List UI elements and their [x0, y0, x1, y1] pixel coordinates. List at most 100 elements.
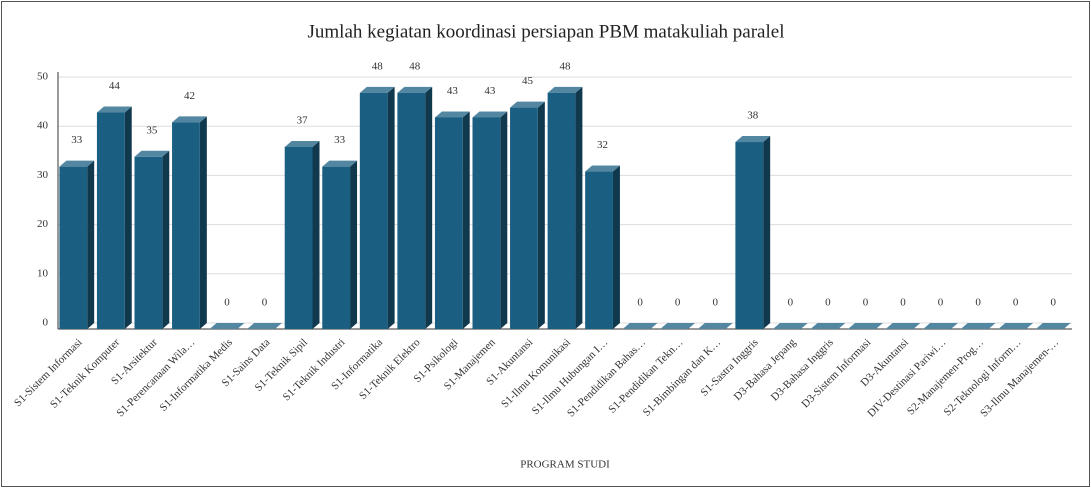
bar-side [537, 101, 545, 329]
bar-side [612, 165, 620, 329]
bar-side [350, 160, 358, 329]
value-label: 38 [747, 110, 759, 122]
bar-front [284, 146, 313, 329]
bar-top [172, 116, 207, 123]
bar [322, 160, 358, 329]
value-label: 0 [712, 297, 718, 309]
y-tick-label: 0 [43, 317, 49, 329]
bar-top [434, 111, 470, 118]
bar-top [472, 111, 508, 118]
value-label: 43 [447, 85, 459, 97]
bar-side [312, 140, 320, 329]
value-label: 0 [1050, 297, 1056, 309]
value-label: 0 [938, 297, 944, 309]
bar-top [59, 160, 95, 167]
value-label: 43 [484, 85, 496, 97]
value-label: 0 [1013, 297, 1019, 309]
bar-top [209, 323, 245, 329]
bar [284, 140, 320, 329]
bar-side [462, 111, 470, 329]
bar-top [697, 323, 733, 329]
bar-front [134, 156, 163, 329]
bar [697, 323, 733, 329]
bar [960, 323, 996, 329]
bar [772, 323, 808, 329]
bar-top [284, 140, 320, 147]
bar-front [735, 142, 764, 329]
y-tick-label: 10 [37, 267, 49, 279]
bar-side [387, 86, 395, 329]
bar [848, 323, 883, 329]
bar-top [810, 323, 846, 329]
value-label: 35 [146, 124, 158, 136]
value-label: 0 [900, 297, 906, 309]
value-label: 44 [109, 80, 121, 92]
bar [923, 323, 958, 329]
bar-top [322, 160, 358, 167]
chart-title: Jumlah kegiatan koordinasi persiapan PBM… [308, 21, 785, 42]
bar-top [397, 86, 433, 93]
bar [434, 111, 470, 329]
value-label: 0 [262, 297, 268, 309]
bar [622, 323, 658, 329]
y-tick-label: 50 [37, 71, 49, 83]
bar [810, 323, 846, 329]
bar-top [585, 165, 620, 172]
bar [547, 86, 583, 329]
bar-side [425, 86, 433, 329]
y-tick-label: 40 [37, 120, 49, 132]
bar-top [660, 323, 696, 329]
bar-top [923, 323, 958, 329]
bar [172, 116, 207, 329]
bar [885, 323, 921, 329]
bar-front [547, 92, 576, 329]
bar-top [772, 323, 808, 329]
bar-top [1035, 323, 1071, 329]
bar [397, 86, 433, 329]
bar-top [735, 136, 771, 143]
bar [209, 323, 245, 329]
bar [134, 150, 170, 329]
value-label: 33 [71, 134, 83, 146]
value-label: 48 [409, 60, 421, 72]
value-label: 0 [637, 297, 643, 309]
bar [96, 106, 132, 330]
value-label: 45 [522, 75, 534, 87]
value-label: 0 [825, 297, 831, 309]
bar-front [510, 107, 538, 329]
bar-front [96, 112, 125, 330]
bar-top [960, 323, 996, 329]
bar-top [998, 323, 1034, 329]
bar-side [87, 160, 95, 329]
value-label: 48 [372, 60, 384, 72]
bar [510, 101, 545, 329]
y-tick-label: 20 [37, 218, 49, 230]
value-label: 0 [224, 297, 230, 309]
bar-top [547, 86, 583, 93]
bar-front [322, 166, 351, 329]
bar-side [763, 136, 771, 329]
bar-side [162, 150, 170, 329]
bar-top [134, 150, 170, 157]
bar-front [59, 166, 88, 329]
bar-top [622, 323, 658, 329]
bar [660, 323, 696, 329]
bar [247, 323, 282, 329]
bar-side [500, 111, 508, 329]
value-label: 0 [788, 297, 794, 309]
bar [472, 111, 508, 329]
bar [998, 323, 1034, 329]
value-label: 0 [975, 297, 981, 309]
bar-front [172, 122, 200, 329]
x-axis-title: PROGRAM STUDI [520, 459, 610, 471]
bar-side [575, 86, 583, 329]
bar [359, 86, 395, 329]
bar-side [124, 106, 132, 330]
bar-front [472, 117, 501, 329]
value-label: 33 [334, 134, 346, 146]
bar [735, 136, 771, 329]
bar-front [359, 92, 388, 329]
bar [1035, 323, 1071, 329]
bar-front [397, 92, 426, 329]
